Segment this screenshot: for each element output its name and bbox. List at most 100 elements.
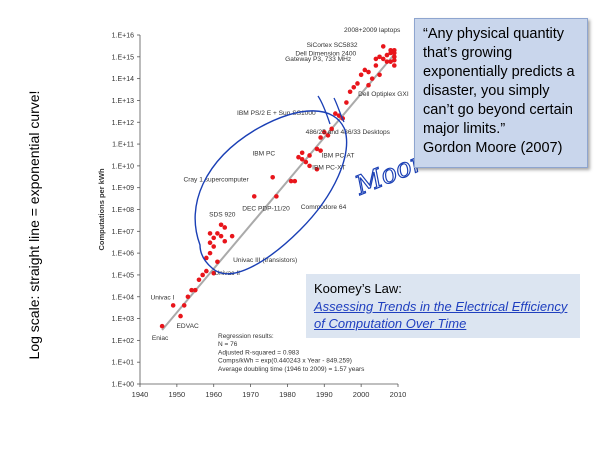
y-tick-label: 1.E+05: [112, 272, 134, 279]
y-tick-label: 1.E+15: [112, 54, 134, 61]
data-point: [215, 231, 220, 236]
data-point: [229, 233, 235, 239]
y-tick-label: 1.E+13: [112, 98, 134, 105]
data-point: [333, 111, 338, 116]
data-point: [178, 313, 183, 319]
data-point: [215, 259, 220, 265]
data-point: [251, 194, 257, 199]
data-point: [347, 89, 353, 95]
data-point: [384, 52, 390, 58]
annotation-label: DEC PDP-11/20: [242, 205, 290, 212]
x-tick-label: 1980: [279, 390, 296, 399]
regression-line: [161, 53, 396, 331]
data-point: [159, 323, 165, 329]
data-point: [325, 133, 331, 138]
data-point: [329, 126, 334, 132]
data-point: [222, 225, 228, 230]
data-point: [218, 222, 224, 228]
data-point: [355, 81, 360, 86]
annotation-label: SiCortex SC5832: [307, 42, 358, 49]
regression-line-text: Regression results:: [218, 333, 274, 340]
data-point: [204, 268, 209, 274]
data-point: [392, 47, 397, 53]
y-tick-label: 1.E+11: [112, 142, 134, 149]
data-point: [185, 294, 191, 300]
data-point: [380, 56, 386, 62]
data-point: [211, 235, 217, 241]
x-tick-label: 1940: [132, 390, 149, 399]
data-point: [211, 270, 217, 276]
data-point: [270, 174, 275, 180]
data-point: [307, 163, 312, 169]
annotation-label: Dell Optiplex GXI: [358, 91, 409, 98]
data-point: [170, 303, 176, 308]
x-tick-label: 1970: [242, 390, 259, 399]
data-point: [388, 59, 393, 64]
quote-box: “Any physical quantity that’s growing ex…: [414, 18, 588, 168]
data-point: [181, 303, 187, 308]
y-tick-label: 1.E+10: [112, 163, 134, 170]
quote-attribution: Gordon Moore (2007): [423, 140, 563, 156]
annotation-label: IBM PC: [252, 150, 275, 157]
hand-drawn-squiggle: [317, 95, 345, 125]
data-point: [377, 72, 382, 78]
annotation-label: Cray 1 supercomputer: [183, 176, 249, 183]
data-point: [314, 146, 320, 152]
regression-line-text: N = 76: [218, 341, 238, 348]
annotation-label: Commodore 64: [301, 204, 347, 211]
data-point: [366, 69, 371, 75]
annotation-label: 2008+2009 laptops: [344, 27, 401, 34]
data-point: [388, 47, 393, 53]
regression-line-text: Average doubling time (1946 to 2009) = 1…: [218, 366, 365, 373]
data-point: [303, 159, 309, 165]
data-point: [377, 54, 382, 60]
data-point: [392, 57, 397, 63]
data-point: [296, 154, 301, 160]
y-axis-label: Computations per kWh: [97, 168, 106, 251]
annotation-label: EDVAC: [177, 323, 199, 330]
data-point: [384, 59, 390, 64]
koomey-article-link[interactable]: Assessing Trends in the Electrical Effic…: [314, 298, 568, 332]
y-tick-label: 1.E+02: [112, 338, 134, 345]
data-point: [373, 63, 379, 68]
data-point: [318, 135, 323, 140]
koomey-title: Koomey’s Law:: [314, 281, 402, 296]
data-point: [207, 231, 213, 236]
x-tick-label: 1960: [205, 390, 222, 399]
data-point: [380, 44, 386, 49]
y-tick-label: 1.E+07: [112, 229, 134, 236]
annotation-label: 486/25 and 486/33 Desktops: [306, 129, 391, 136]
annotation-label: Dell Dimension 2400: [295, 50, 356, 57]
y-tick-label: 1.E+16: [112, 33, 134, 40]
y-tick-label: 1.E+03: [112, 316, 134, 323]
x-tick-label: 1990: [316, 390, 333, 399]
annotation-label: IBM PC-XT: [312, 164, 345, 171]
chart-axes: 1.E+00 1.E+01 1.E+02 1.E+03 1.E+04 1.E+05 1.E+…: [97, 33, 406, 400]
annotation-label: Gateway P3, 733 MHz: [285, 56, 351, 63]
x-tick-label: 1950: [169, 390, 186, 399]
data-point: [392, 54, 397, 60]
data-point: [373, 56, 379, 62]
data-point: [207, 250, 213, 256]
y-tick-label: 1.E+01: [112, 360, 134, 367]
y-tick-label: 1.E+09: [112, 185, 134, 192]
regression-line-text: Comps/kWh = exp(0.440243 x Year - 849.25…: [218, 358, 352, 365]
x-tick-label: 2010: [390, 390, 407, 399]
data-point: [274, 194, 279, 199]
y-tick-label: 1.E+04: [112, 294, 134, 301]
y-tick-label: 1.E+00: [112, 382, 134, 389]
data-point: [351, 85, 357, 90]
data-point: [204, 255, 209, 261]
data-point: [344, 100, 349, 105]
data-points: [159, 44, 397, 329]
data-point: [192, 287, 198, 293]
hand-drawn-ellipse: [194, 110, 348, 275]
data-point: [292, 178, 298, 184]
x-tick-label: 2000: [353, 390, 370, 399]
data-point: [299, 150, 305, 156]
data-point: [318, 148, 323, 153]
data-point: [314, 166, 320, 172]
annotation-label: Univac I: [151, 294, 175, 301]
